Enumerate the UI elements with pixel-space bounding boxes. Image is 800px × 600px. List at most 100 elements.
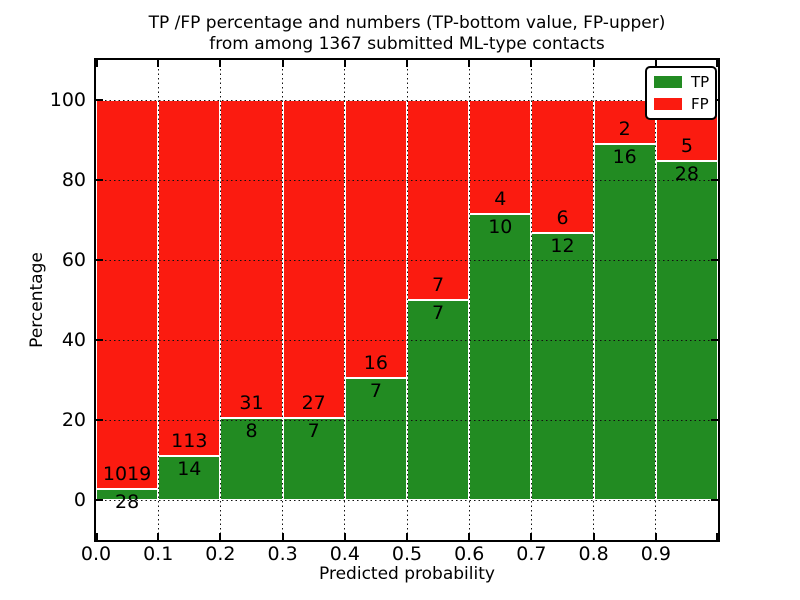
tp-count-label: 8 xyxy=(245,419,258,442)
x-tick-mark xyxy=(343,533,346,540)
x-tick-label: 0.0 xyxy=(80,543,112,565)
plot-area: 1019 28 113 14 31 8 27 7 16 7 7 7 4 10 6 12 2 16 5 28 xyxy=(94,58,720,542)
chart-title-line2: from among 1367 submitted ML-type contac… xyxy=(209,34,605,54)
gridline-vertical xyxy=(593,60,595,540)
y-tick-mark xyxy=(711,499,718,501)
x-tick-label: 0.1 xyxy=(143,543,174,565)
fp-count-label: 4 xyxy=(494,188,507,211)
tp-count-label: 7 xyxy=(307,419,320,442)
y-tick-label: 100 xyxy=(49,89,86,111)
fp-count-label: 6 xyxy=(556,207,569,230)
tp-bar-segment xyxy=(96,489,159,500)
tp-bar-segment xyxy=(158,455,221,500)
tp-bar-segment xyxy=(655,160,718,500)
y-tick-label: 40 xyxy=(61,329,86,351)
x-tick-mark xyxy=(219,60,222,67)
gridline-vertical xyxy=(282,60,284,540)
y-tick-mark xyxy=(711,259,718,261)
fp-count-label: 31 xyxy=(239,391,264,414)
x-tick-mark xyxy=(96,60,98,67)
fp-bar-segment xyxy=(531,100,594,234)
x-tick-label: 0.5 xyxy=(391,543,423,565)
tp-bar-segment xyxy=(344,378,407,500)
fp-count-label: 27 xyxy=(301,391,326,414)
fp-count-label: 16 xyxy=(363,352,388,375)
tp-bar-segment xyxy=(531,233,594,500)
y-tick-mark xyxy=(96,339,103,341)
tp-count-label: 7 xyxy=(432,302,445,324)
legend-label: FP xyxy=(691,95,709,113)
x-tick-mark xyxy=(592,60,595,67)
gridline-vertical xyxy=(468,60,470,540)
fp-bar-segment xyxy=(407,100,470,300)
fp-bar-segment xyxy=(344,100,407,379)
tp-count-label: 12 xyxy=(550,235,575,258)
tp-count-label: 28 xyxy=(674,162,699,185)
x-tick-label: 0.7 xyxy=(516,543,547,565)
tp-bar-segment xyxy=(593,144,656,500)
x-axis-label: Predicted probability xyxy=(319,564,495,584)
x-tick-mark xyxy=(157,60,160,67)
y-tick-mark xyxy=(96,419,103,421)
x-tick-mark xyxy=(343,60,346,67)
tp-bar-segment xyxy=(407,300,470,500)
fp-bar-segment xyxy=(158,100,221,456)
gridline-vertical xyxy=(530,60,532,540)
x-tick-mark xyxy=(219,533,222,540)
y-tick-label: 20 xyxy=(61,409,86,431)
y-tick-label: 60 xyxy=(61,249,86,271)
y-tick-mark xyxy=(96,99,103,101)
fp-count-label: 7 xyxy=(432,274,445,296)
x-tick-label: 0.3 xyxy=(267,543,298,565)
gridline-vertical xyxy=(406,60,408,540)
fp-count-label: 5 xyxy=(680,134,693,157)
x-tick-mark xyxy=(406,60,408,67)
x-tick-mark xyxy=(530,60,533,67)
chart-title-line1: TP /FP percentage and numbers (TP-bottom… xyxy=(148,13,666,33)
y-tick-mark xyxy=(96,179,103,181)
tp-count-label: 7 xyxy=(369,380,382,403)
tp-count-label: 10 xyxy=(488,216,513,239)
tp-bar-segment xyxy=(220,417,283,500)
fp-bar-segment xyxy=(469,100,532,215)
chart-title: TP /FP percentage and numbers (TP-bottom… xyxy=(96,13,718,55)
x-tick-mark xyxy=(592,533,595,540)
legend-swatch-fp xyxy=(654,98,682,110)
x-tick-mark xyxy=(406,533,408,540)
x-tick-label: 0.8 xyxy=(578,543,609,565)
fp-count-label: 1019 xyxy=(102,463,152,486)
fp-bar-segment xyxy=(282,100,345,418)
x-tick-label: 0.4 xyxy=(329,543,360,565)
y-tick-mark xyxy=(96,499,103,501)
x-tick-mark xyxy=(281,60,284,67)
x-tick-label: 0.2 xyxy=(205,543,236,565)
x-tick-label: 0.9 xyxy=(640,543,671,565)
fp-count-label: 2 xyxy=(618,118,631,141)
tp-bar-segment xyxy=(469,214,532,500)
tp-bar-segment xyxy=(282,417,345,500)
legend: TP FP xyxy=(645,66,718,120)
fp-count-label: 113 xyxy=(171,429,208,452)
fp-bar-segment xyxy=(220,100,283,418)
gridline-vertical xyxy=(344,60,346,540)
tp-count-label: 16 xyxy=(612,146,637,169)
y-tick-mark xyxy=(711,179,718,181)
legend-label: TP xyxy=(691,73,710,91)
y-tick-mark xyxy=(711,339,718,341)
gridline-vertical xyxy=(219,60,221,540)
x-tick-mark xyxy=(716,60,718,67)
tp-count-label: 28 xyxy=(115,491,140,514)
y-tick-mark xyxy=(96,259,103,261)
gridline-vertical xyxy=(655,60,657,540)
x-tick-label: 0.6 xyxy=(454,543,485,565)
legend-item: TP xyxy=(654,72,709,92)
x-tick-mark xyxy=(654,533,657,540)
legend-item: FP xyxy=(654,94,709,114)
x-tick-mark xyxy=(468,533,471,540)
x-tick-mark xyxy=(96,533,98,540)
x-tick-mark xyxy=(716,533,718,540)
y-tick-label: 0 xyxy=(73,489,86,511)
gridline-vertical xyxy=(157,60,159,540)
x-tick-mark xyxy=(281,533,284,540)
